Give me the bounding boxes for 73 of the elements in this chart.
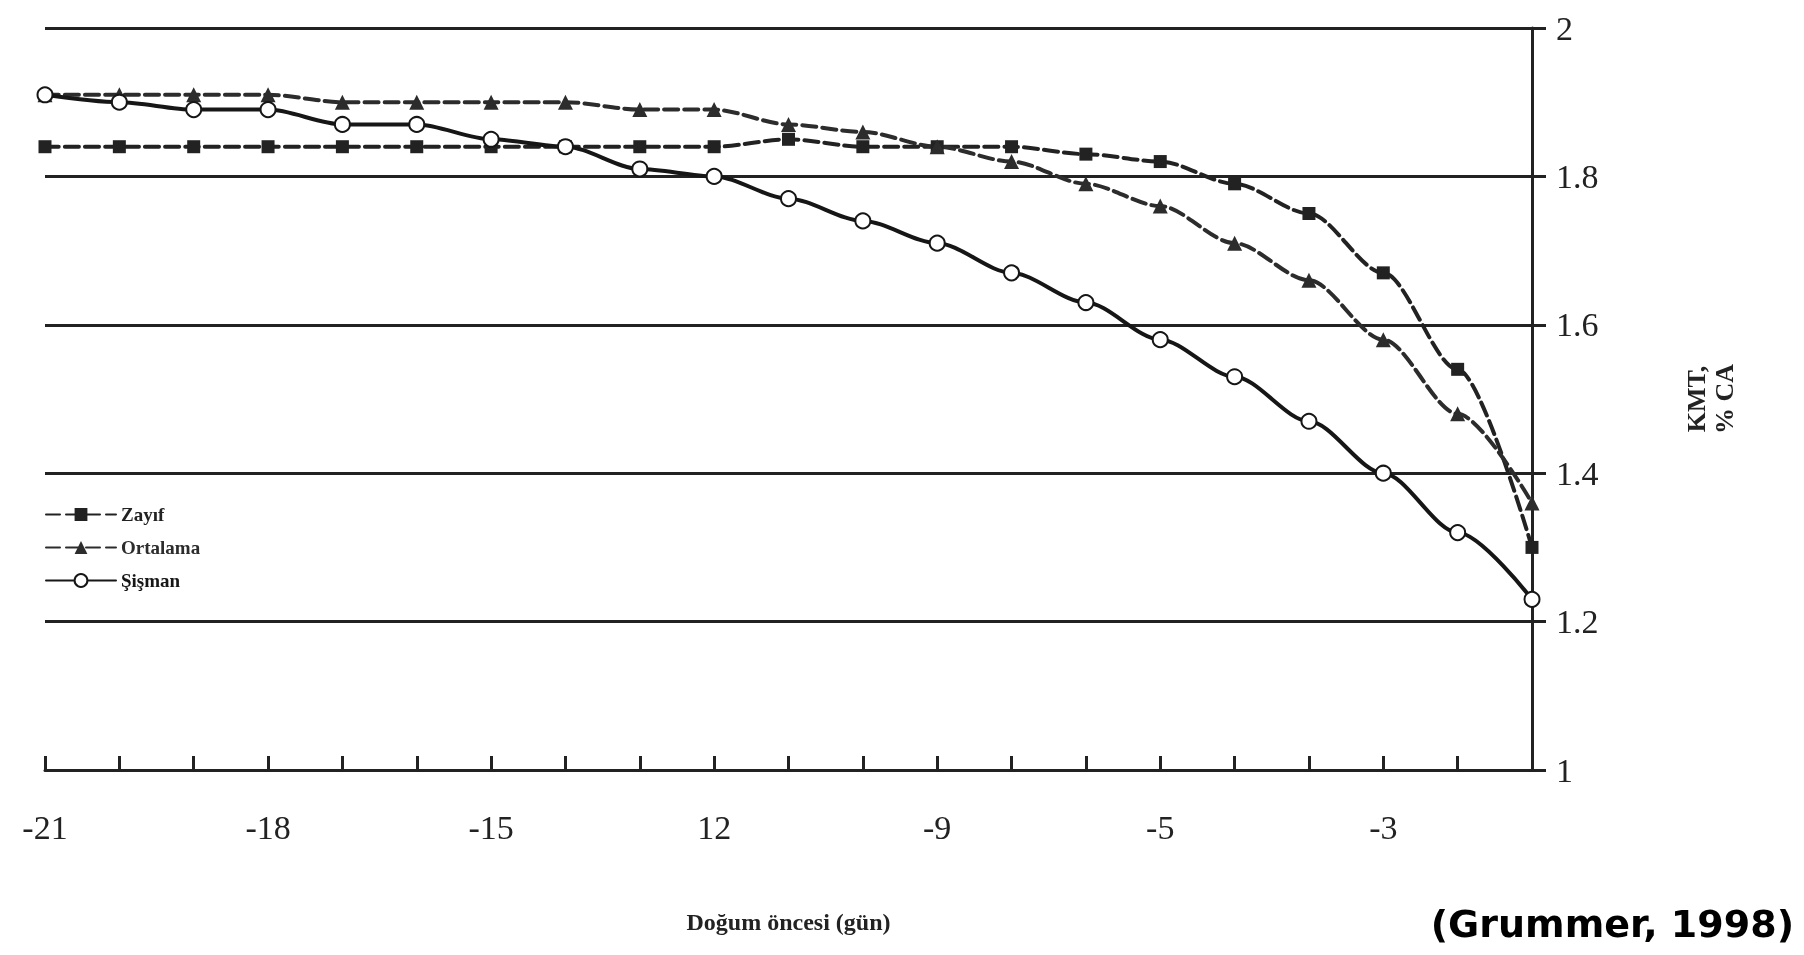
point (1077, 294, 1095, 312)
x-tick-label: -9 (923, 808, 952, 846)
point (1226, 368, 1244, 386)
point (1227, 235, 1243, 251)
x-axis-title: Doğum öncesi (gün) (686, 909, 891, 935)
x-tick-label: -18 (245, 808, 291, 846)
point (1228, 177, 1242, 191)
y-tick-label: 1 (1556, 751, 1573, 789)
point (1153, 155, 1167, 169)
point (1523, 590, 1541, 608)
point (632, 102, 648, 118)
point (110, 93, 128, 111)
point (928, 234, 946, 252)
point (631, 160, 649, 178)
point (1151, 331, 1169, 349)
point (1003, 264, 1021, 282)
point (409, 94, 425, 110)
point (1301, 272, 1317, 288)
point (1300, 412, 1318, 430)
point (187, 140, 201, 154)
point (707, 140, 721, 154)
point (1004, 154, 1020, 170)
point (1450, 406, 1466, 422)
point (112, 140, 126, 154)
point (483, 94, 499, 110)
y-axis-title: KMT, % CA (1681, 363, 1739, 435)
point (185, 101, 203, 119)
point (335, 140, 349, 154)
legend-label: Şişman (121, 570, 181, 591)
point (1302, 207, 1316, 220)
point (781, 116, 796, 132)
point (633, 140, 647, 154)
y-tick-label: 1.8 (1556, 157, 1599, 195)
x-tick-label: -15 (468, 808, 514, 846)
point (1078, 176, 1094, 192)
point (334, 94, 350, 110)
point (333, 115, 351, 133)
point (260, 87, 276, 103)
point (261, 140, 275, 154)
point (705, 167, 723, 185)
point (856, 140, 870, 154)
y-tick-label: 2 (1556, 9, 1573, 47)
point (1376, 266, 1390, 280)
point (259, 101, 277, 119)
x-tick-label: -3 (1369, 808, 1398, 846)
point (1152, 198, 1168, 214)
point (482, 130, 500, 148)
x-tick-label: -5 (1146, 808, 1175, 846)
point (1451, 362, 1465, 376)
point (408, 115, 426, 133)
point (1079, 147, 1093, 161)
point (410, 140, 424, 154)
y-tick-label: 1.4 (1556, 454, 1599, 492)
y-tick-label: 1.2 (1556, 603, 1599, 641)
y-tick-label: 1.6 (1556, 306, 1599, 344)
point (557, 94, 573, 110)
point (854, 212, 872, 230)
point (780, 190, 797, 208)
point (1524, 495, 1540, 511)
point (855, 124, 871, 140)
point (1525, 540, 1539, 554)
point (1375, 332, 1391, 348)
point (1449, 524, 1467, 542)
x-tick-label: -21 (22, 808, 68, 846)
point (1005, 140, 1019, 154)
x-tick-label: 12 (697, 808, 732, 846)
point (1374, 464, 1392, 482)
legend-label: Zayıf (121, 504, 165, 525)
point (706, 102, 722, 118)
point (782, 132, 795, 146)
legend-label: Ortalama (121, 537, 201, 558)
point (38, 140, 52, 154)
text: (Grummer, 1998) (1430, 902, 1794, 946)
